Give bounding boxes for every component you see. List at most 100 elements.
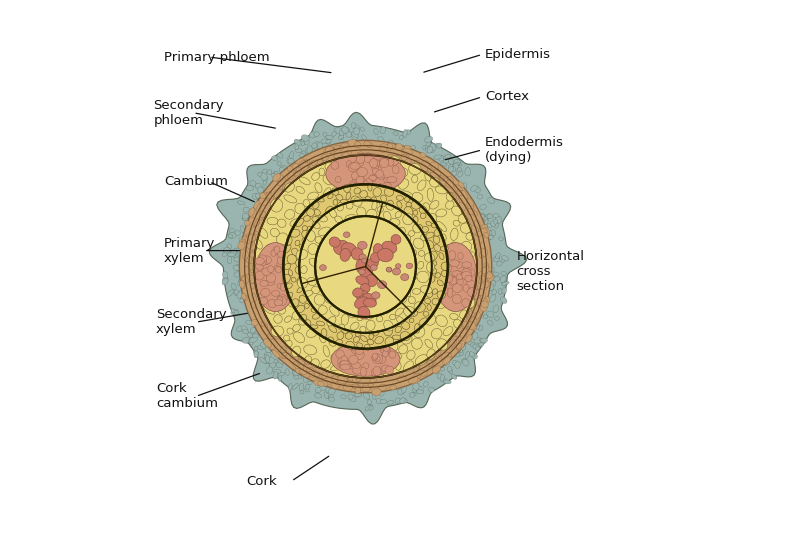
Ellipse shape bbox=[369, 277, 378, 286]
Ellipse shape bbox=[242, 215, 249, 221]
Ellipse shape bbox=[259, 257, 266, 266]
Ellipse shape bbox=[368, 260, 374, 266]
Ellipse shape bbox=[349, 395, 356, 402]
Ellipse shape bbox=[348, 163, 358, 172]
Ellipse shape bbox=[281, 347, 286, 353]
Ellipse shape bbox=[397, 167, 408, 177]
Ellipse shape bbox=[222, 278, 228, 285]
Ellipse shape bbox=[502, 287, 506, 294]
Ellipse shape bbox=[259, 214, 263, 220]
Ellipse shape bbox=[342, 185, 349, 193]
Ellipse shape bbox=[445, 274, 453, 282]
Ellipse shape bbox=[426, 361, 433, 367]
Ellipse shape bbox=[354, 188, 361, 194]
Ellipse shape bbox=[446, 192, 454, 201]
Ellipse shape bbox=[234, 257, 241, 262]
Ellipse shape bbox=[278, 375, 282, 381]
Ellipse shape bbox=[250, 208, 258, 218]
Ellipse shape bbox=[382, 303, 391, 313]
Ellipse shape bbox=[268, 343, 274, 350]
Ellipse shape bbox=[433, 366, 438, 372]
Ellipse shape bbox=[303, 168, 311, 175]
Ellipse shape bbox=[244, 266, 250, 275]
Ellipse shape bbox=[344, 224, 354, 235]
Ellipse shape bbox=[418, 180, 426, 191]
Ellipse shape bbox=[426, 262, 434, 272]
Ellipse shape bbox=[395, 326, 402, 333]
Ellipse shape bbox=[268, 300, 276, 308]
Ellipse shape bbox=[295, 367, 302, 373]
Ellipse shape bbox=[285, 181, 291, 188]
Ellipse shape bbox=[465, 275, 472, 281]
Ellipse shape bbox=[299, 369, 306, 375]
Ellipse shape bbox=[365, 291, 374, 298]
Ellipse shape bbox=[356, 375, 362, 382]
Ellipse shape bbox=[329, 397, 334, 401]
Ellipse shape bbox=[474, 311, 480, 319]
Ellipse shape bbox=[231, 309, 235, 313]
Ellipse shape bbox=[430, 200, 439, 209]
Ellipse shape bbox=[237, 290, 243, 298]
Ellipse shape bbox=[442, 287, 448, 294]
Ellipse shape bbox=[266, 273, 276, 282]
Ellipse shape bbox=[267, 332, 274, 340]
Ellipse shape bbox=[296, 260, 302, 267]
Ellipse shape bbox=[466, 306, 473, 313]
Ellipse shape bbox=[246, 320, 253, 325]
Ellipse shape bbox=[486, 214, 492, 219]
Ellipse shape bbox=[487, 223, 491, 228]
Ellipse shape bbox=[254, 231, 258, 238]
Ellipse shape bbox=[372, 389, 381, 395]
Ellipse shape bbox=[241, 280, 245, 289]
Ellipse shape bbox=[343, 232, 350, 238]
Text: Primary phloem: Primary phloem bbox=[164, 51, 270, 63]
Ellipse shape bbox=[429, 387, 434, 392]
Ellipse shape bbox=[352, 384, 359, 389]
Ellipse shape bbox=[294, 171, 300, 176]
Ellipse shape bbox=[376, 398, 382, 404]
Ellipse shape bbox=[374, 308, 382, 316]
Ellipse shape bbox=[350, 264, 356, 273]
Ellipse shape bbox=[381, 365, 390, 372]
Ellipse shape bbox=[323, 345, 330, 357]
Ellipse shape bbox=[340, 199, 348, 207]
Ellipse shape bbox=[222, 277, 228, 283]
Ellipse shape bbox=[354, 198, 362, 206]
Ellipse shape bbox=[347, 140, 357, 146]
Ellipse shape bbox=[437, 291, 446, 299]
Ellipse shape bbox=[331, 354, 337, 360]
Ellipse shape bbox=[343, 384, 352, 391]
Ellipse shape bbox=[430, 143, 436, 150]
Ellipse shape bbox=[452, 271, 462, 276]
Ellipse shape bbox=[475, 346, 480, 351]
Ellipse shape bbox=[402, 214, 414, 225]
Ellipse shape bbox=[329, 387, 335, 394]
Ellipse shape bbox=[498, 237, 503, 241]
Ellipse shape bbox=[264, 338, 272, 348]
Ellipse shape bbox=[430, 172, 438, 180]
Ellipse shape bbox=[264, 352, 271, 358]
Ellipse shape bbox=[314, 141, 319, 150]
Ellipse shape bbox=[474, 220, 481, 229]
Ellipse shape bbox=[271, 174, 278, 179]
Ellipse shape bbox=[318, 305, 327, 314]
Ellipse shape bbox=[302, 166, 308, 171]
Ellipse shape bbox=[371, 218, 382, 227]
Ellipse shape bbox=[462, 190, 468, 199]
Ellipse shape bbox=[303, 199, 310, 207]
Ellipse shape bbox=[401, 398, 407, 403]
Ellipse shape bbox=[395, 212, 402, 218]
Ellipse shape bbox=[332, 188, 338, 196]
Ellipse shape bbox=[363, 392, 370, 399]
Ellipse shape bbox=[486, 273, 494, 281]
Ellipse shape bbox=[274, 246, 280, 254]
Ellipse shape bbox=[234, 271, 242, 277]
Ellipse shape bbox=[314, 295, 325, 305]
Ellipse shape bbox=[410, 318, 414, 322]
Ellipse shape bbox=[295, 240, 300, 246]
Ellipse shape bbox=[360, 179, 371, 190]
Ellipse shape bbox=[304, 304, 310, 309]
Ellipse shape bbox=[389, 159, 398, 165]
Ellipse shape bbox=[319, 265, 326, 270]
Ellipse shape bbox=[330, 306, 339, 316]
